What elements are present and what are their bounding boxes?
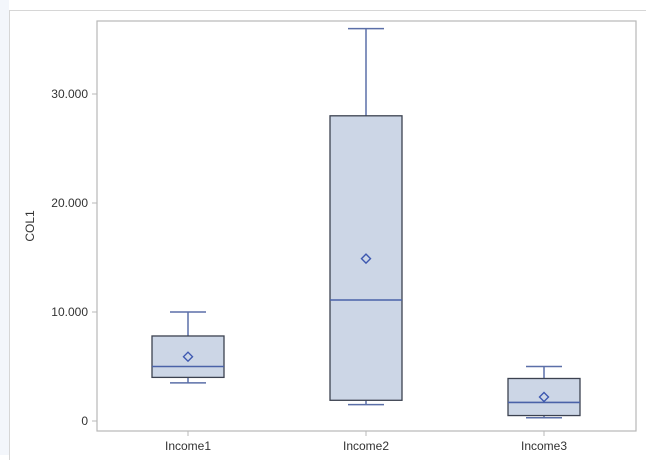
y-axis-title: COL1 <box>23 210 37 242</box>
iqr-box <box>507 377 581 417</box>
y-tick-label: 10.000 <box>51 305 88 319</box>
y-tick-label: 20.000 <box>51 196 88 210</box>
y-tick-label: 30.000 <box>51 87 88 101</box>
mean-diamond-icon <box>182 351 194 363</box>
y-tick-label: 0 <box>81 414 88 428</box>
mean-diamond-icon <box>538 391 550 403</box>
iqr-box <box>151 335 225 379</box>
iqr-box <box>329 115 403 401</box>
x-tick-label: Income3 <box>521 439 567 453</box>
x-tick-label: Income1 <box>165 439 211 453</box>
chart-outer-frame <box>9 10 646 460</box>
x-tick-label: Income2 <box>343 439 389 453</box>
mean-diamond-icon <box>360 253 372 265</box>
left-panel-strip <box>0 0 9 455</box>
